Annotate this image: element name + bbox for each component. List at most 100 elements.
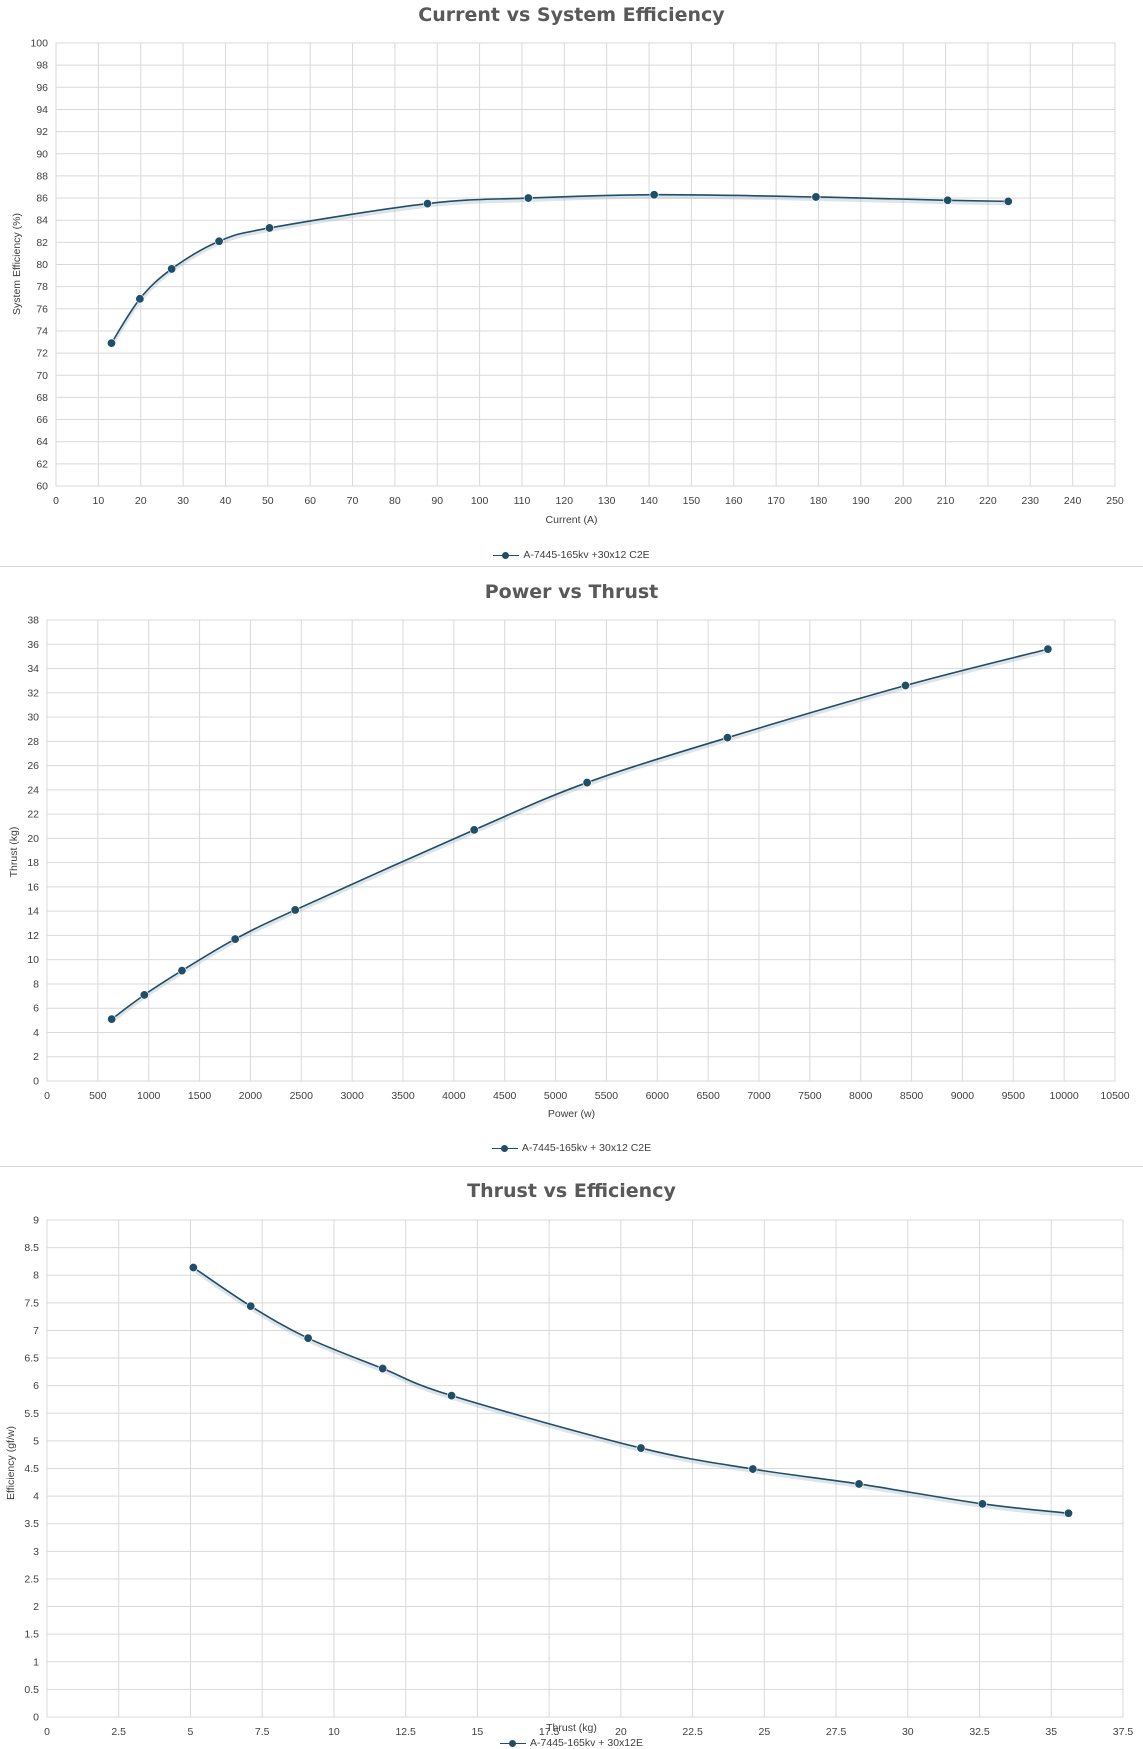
y-tick-label: 66: [36, 414, 48, 426]
x-tick-label: 7.5: [255, 1726, 270, 1738]
series-line-shadow: [192, 1267, 1069, 1518]
y-tick-label: 7.5: [24, 1297, 39, 1309]
y-tick-label: 5: [33, 1435, 39, 1447]
x-tick-label: 80: [389, 495, 401, 507]
x-tick-label: 240: [1064, 495, 1082, 507]
data-point: [722, 733, 732, 743]
y-tick-label: 0: [33, 1712, 39, 1724]
x-tick-label: 70: [347, 495, 359, 507]
chart-divider: [0, 566, 1143, 567]
y-tick-label: 86: [36, 193, 48, 205]
data-point: [469, 825, 479, 835]
data-point: [246, 1301, 256, 1311]
y-tick-label: 98: [36, 60, 48, 72]
x-tick-label: 6500: [696, 1090, 720, 1102]
y-axis-label: System Efficiency (%): [11, 213, 23, 315]
y-tick-label: 2.5: [24, 1573, 39, 1585]
data-point: [167, 264, 177, 274]
x-tick-label: 210: [937, 495, 955, 507]
x-tick-label: 230: [1022, 495, 1040, 507]
x-tick-label: 4500: [493, 1090, 517, 1102]
x-axis-label: Power (w): [547, 1108, 596, 1120]
data-point: [1043, 644, 1053, 654]
y-tick-label: 74: [36, 325, 48, 337]
data-point: [230, 934, 240, 944]
series-line: [192, 1266, 1069, 1515]
y-tick-label: 2: [33, 1601, 39, 1613]
x-tick-label: 6000: [646, 1090, 670, 1102]
x-tick-label: 9500: [1002, 1090, 1026, 1102]
x-tick-label: 140: [640, 495, 658, 507]
x-tick-label: 0: [44, 1090, 50, 1102]
data-point: [854, 1479, 864, 1489]
x-tick-label: 30: [177, 495, 189, 507]
chart-panel-3: Thrust vs Efficiency 0 0.5 1 1.5 2 2.5 3 3.5 4 4.…: [0, 1167, 1143, 1749]
y-tick-label: 28: [27, 736, 39, 748]
y-axis-label: Thrust (kg): [8, 826, 20, 878]
data-point: [106, 338, 116, 348]
x-tick-label: 2000: [239, 1090, 263, 1102]
y-tick-label: 16: [27, 881, 39, 893]
x-tick-label: 1000: [137, 1090, 161, 1102]
data-point: [188, 1262, 198, 1272]
x-tick-label: 180: [810, 495, 828, 507]
x-tick-label: 35: [1045, 1726, 1057, 1738]
legend-line-marker-icon: [493, 550, 520, 560]
y-tick-label: 8: [33, 1270, 39, 1282]
legend: A-7445-165kv +30x12 C2E: [0, 549, 1143, 561]
y-tick-label: 8.5: [24, 1242, 39, 1254]
data-point: [636, 1443, 646, 1453]
x-tick-label: 170: [767, 495, 785, 507]
x-tick-label: 200: [894, 495, 912, 507]
y-tick-label: 24: [27, 784, 39, 796]
y-tick-label: 10: [27, 954, 39, 966]
x-tick-label: 7500: [798, 1090, 822, 1102]
x-tick-label: 25: [758, 1726, 770, 1738]
y-tick-label: 4.5: [24, 1463, 39, 1475]
chart-title: Current vs System Efficiency: [418, 4, 725, 26]
x-tick-label: 27.5: [826, 1726, 847, 1738]
x-tick-label: 12.5: [395, 1726, 416, 1738]
y-tick-label: 18: [27, 857, 39, 869]
data-point: [649, 190, 659, 200]
y-tick-label: 20: [27, 833, 39, 845]
x-tick-label: 0: [44, 1726, 50, 1738]
data-point: [422, 199, 432, 209]
y-tick-label: 4: [33, 1491, 39, 1503]
x-axis-label: Current (A): [545, 514, 598, 526]
data-point: [303, 1333, 313, 1343]
data-point: [523, 193, 533, 203]
x-tick-label: 250: [1106, 495, 1124, 507]
legend-line-marker-icon: [500, 1738, 527, 1748]
y-tick-label: 88: [36, 170, 48, 182]
y-tick-label: 3.5: [24, 1518, 39, 1530]
x-tick-label: 190: [852, 495, 870, 507]
y-tick-label: 68: [36, 392, 48, 404]
data-point: [811, 192, 821, 202]
plot-area: [46, 619, 1116, 1082]
y-tick-label: 3: [33, 1546, 39, 1558]
x-tick-label: 37.5: [1113, 1726, 1134, 1738]
x-axis-label: Thrust (kg): [546, 1722, 597, 1734]
y-tick-label: 6: [33, 1380, 39, 1392]
data-point: [582, 778, 592, 788]
data-point: [264, 223, 274, 233]
y-tick-label: 26: [27, 760, 39, 772]
data-point: [977, 1499, 987, 1509]
x-tick-label: 40: [220, 495, 232, 507]
y-tick-label: 80: [36, 259, 48, 271]
data-point: [1003, 196, 1013, 206]
x-tick-label: 17.5: [539, 1726, 560, 1738]
y-tick-label: 72: [36, 348, 48, 360]
x-tick-label: 32.5: [969, 1726, 990, 1738]
legend-entry: A-7445-165kv + 30x12 C2E: [521, 1142, 652, 1154]
y-tick-label: 6: [33, 1003, 39, 1015]
data-point: [943, 195, 953, 205]
chart-divider: [0, 1166, 1143, 1167]
y-tick-label: 30: [27, 712, 39, 724]
x-tick-label: 20: [135, 495, 147, 507]
y-tick-label: 22: [27, 809, 39, 821]
x-tick-label: 10: [328, 1726, 340, 1738]
y-tick-label: 9: [33, 1215, 39, 1227]
y-tick-label: 12: [27, 930, 39, 942]
